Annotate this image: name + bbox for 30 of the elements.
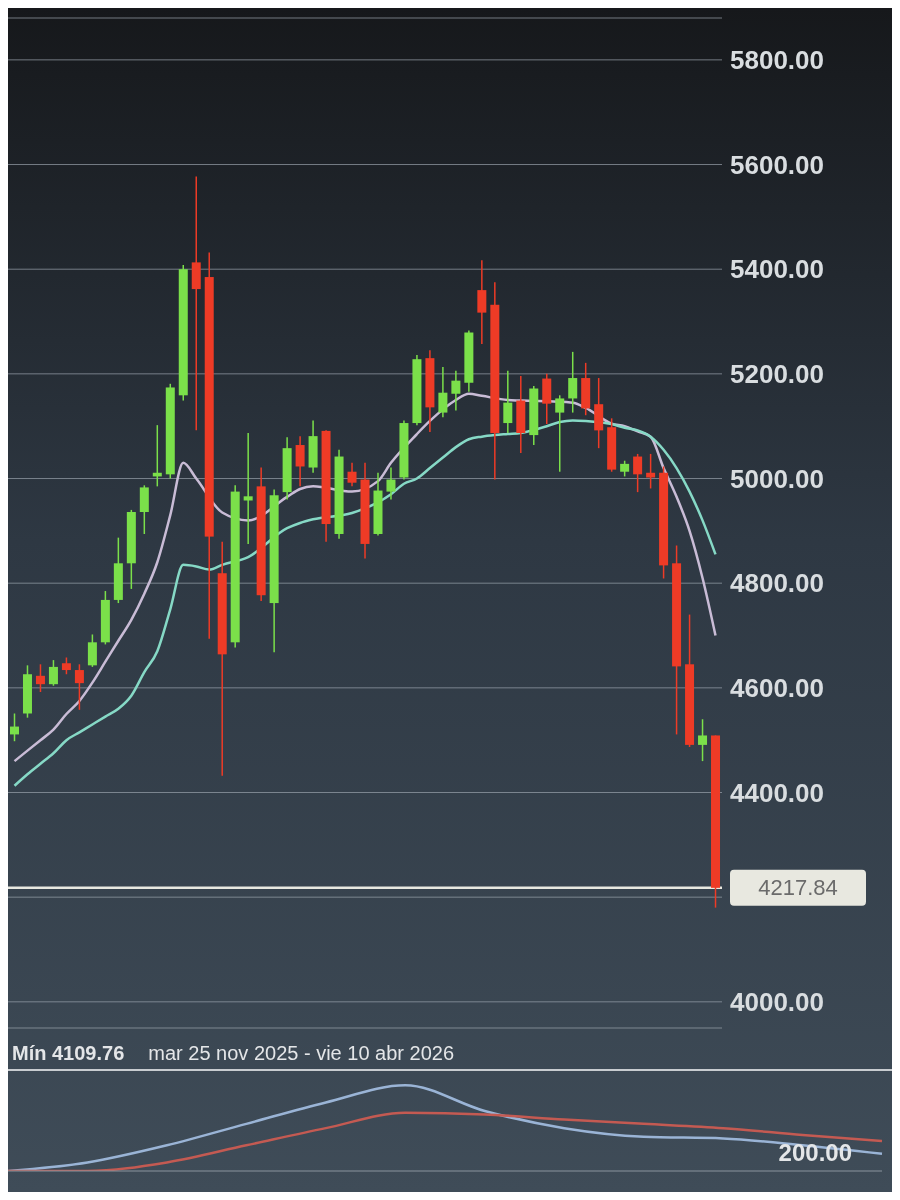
y-tick-label: 5200.00 — [730, 359, 824, 390]
candlestick — [48, 659, 58, 687]
candlestick — [555, 394, 565, 473]
text: mar 25 nov 2025 - vie 10 abr 2026 — [148, 1042, 455, 1065]
y-tick-label: 4400.00 — [730, 777, 824, 808]
candlestick — [477, 259, 487, 345]
candlestick — [295, 435, 305, 488]
candlestick — [698, 718, 708, 762]
y-tick-label: 4600.00 — [730, 673, 824, 704]
y-tick-label: 5400.00 — [730, 254, 824, 285]
candlestick — [438, 366, 448, 419]
y-tick-label: 4800.00 — [730, 568, 824, 599]
y-tick-label: 5000.00 — [730, 463, 824, 494]
text: Mín 4109.76 — [12, 1042, 125, 1065]
annotation: 200.00 — [778, 1139, 852, 1167]
y-tick-label: 4000.00 — [730, 987, 824, 1018]
candlestick — [503, 369, 513, 434]
candlestick — [243, 432, 253, 545]
candlestick — [87, 633, 97, 668]
candlestick — [633, 453, 643, 493]
ref-line-label: 4217.84 — [758, 874, 838, 900]
candlestick — [347, 462, 357, 488]
candlestick — [191, 175, 201, 432]
candlestick — [74, 663, 84, 711]
y-tick-label: 5800.00 — [730, 45, 824, 76]
candlestick — [386, 466, 396, 501]
y-tick-label: 5600.00 — [730, 149, 824, 180]
candlestick — [568, 351, 578, 414]
candlestick — [35, 663, 45, 693]
candlestick — [451, 369, 461, 412]
